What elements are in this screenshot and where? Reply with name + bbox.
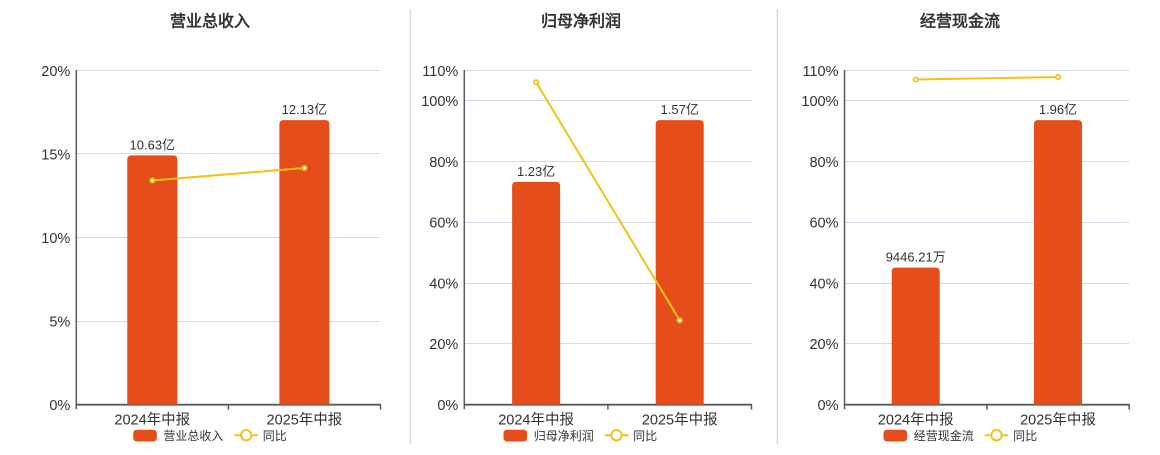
- svg-text:10%: 10%: [41, 231, 70, 247]
- svg-text:60%: 60%: [429, 216, 458, 232]
- svg-text:2025年中报: 2025年中报: [1020, 412, 1096, 429]
- svg-text:110%: 110%: [802, 64, 838, 80]
- svg-text:60%: 60%: [809, 216, 838, 232]
- svg-text:1.57亿: 1.57亿: [661, 102, 699, 117]
- svg-text:2024年中报: 2024年中报: [114, 412, 190, 429]
- svg-text:2024年中报: 2024年中报: [878, 412, 954, 429]
- svg-text:100%: 100%: [421, 94, 458, 110]
- svg-text:归母净利润: 归母净利润: [541, 12, 621, 31]
- svg-text:0%: 0%: [818, 398, 839, 414]
- svg-text:110%: 110%: [422, 64, 458, 80]
- svg-text:1.96亿: 1.96亿: [1039, 102, 1077, 117]
- svg-text:归母净利润: 归母净利润: [534, 429, 594, 443]
- svg-text:0%: 0%: [49, 398, 70, 414]
- svg-text:2025年中报: 2025年中报: [642, 412, 718, 429]
- svg-text:20%: 20%: [809, 337, 838, 353]
- svg-text:同比: 同比: [1013, 429, 1037, 443]
- svg-text:0%: 0%: [437, 398, 458, 414]
- svg-text:2024年中报: 2024年中报: [498, 412, 574, 429]
- svg-text:营业总收入: 营业总收入: [163, 429, 223, 443]
- svg-text:2025年中报: 2025年中报: [267, 412, 343, 429]
- svg-text:40%: 40%: [429, 277, 458, 293]
- svg-text:5%: 5%: [49, 314, 70, 330]
- svg-text:经营现金流: 经营现金流: [914, 428, 974, 443]
- svg-text:80%: 80%: [429, 155, 458, 171]
- svg-text:20%: 20%: [41, 64, 70, 80]
- svg-text:9446.21万: 9446.21万: [886, 250, 946, 265]
- svg-text:经营现金流: 经营现金流: [920, 12, 1000, 31]
- svg-text:12.13亿: 12.13亿: [282, 102, 328, 117]
- svg-text:营业总收入: 营业总收入: [170, 12, 250, 31]
- svg-text:同比: 同比: [263, 429, 287, 443]
- svg-text:1.23亿: 1.23亿: [517, 164, 555, 179]
- svg-text:同比: 同比: [633, 429, 657, 443]
- svg-text:100%: 100%: [801, 94, 838, 110]
- svg-text:80%: 80%: [809, 155, 838, 171]
- svg-text:40%: 40%: [809, 277, 838, 293]
- svg-text:10.63亿: 10.63亿: [130, 137, 176, 152]
- svg-text:20%: 20%: [429, 337, 458, 353]
- svg-text:15%: 15%: [41, 147, 70, 163]
